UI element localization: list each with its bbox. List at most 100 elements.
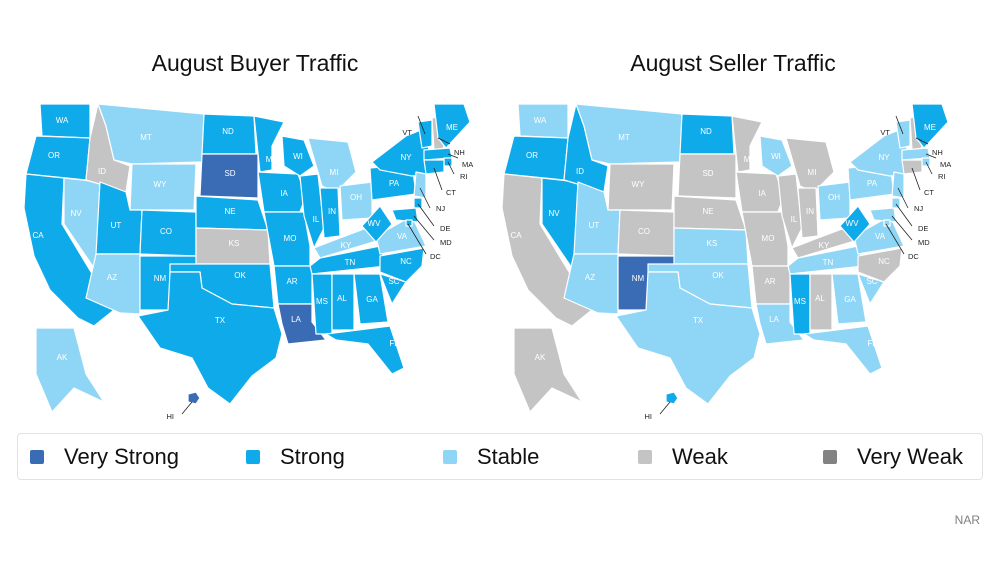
buyer-label-ne: NE [224,207,235,216]
seller-leader-hi [659,401,671,415]
buyer-state-la [277,303,327,345]
seller-state-dc [883,219,891,227]
seller-state-ga [831,273,867,325]
seller-label-ia: IA [758,189,766,198]
buyer-label-md: MD [440,238,452,247]
seller-label-nh: NH [932,148,943,157]
buyer-label-ak: AK [57,353,68,362]
buyer-state-hi [187,391,201,405]
buyer-state-in [319,187,341,239]
seller-label-id: ID [576,167,584,176]
seller-label-ky: KY [819,241,830,250]
seller-state-ct [901,159,923,175]
seller-state-sd [677,153,737,199]
seller-state-labels: WA OR CA NV ID MT WY UT AZ CO NM ND SD NE KS OK TX MN IA MO… [510,115,951,421]
seller-label-fl: FL [867,339,877,348]
buyer-leader-ma [447,153,459,159]
seller-label-ks: KS [707,239,718,248]
seller-state-mn [731,115,763,173]
seller-state-md [869,207,897,223]
source-credit: NAR [954,513,980,527]
buyer-label-wi: WI [293,152,303,161]
buyer-label-ut: UT [111,221,122,230]
seller-label-dc: DC [908,252,919,261]
seller-label-nm: NM [632,274,645,283]
seller-label-mo: MO [762,234,775,243]
buyer-state-fl [325,325,405,375]
buyer-label-vt: VT [402,128,412,137]
seller-label-ny: NY [878,153,890,162]
legend-label-weak: Weak [672,443,728,469]
buyer-leader-dc [407,223,427,255]
buyer-label-nh: NH [454,148,465,157]
seller-state-az [563,253,619,315]
buyer-label-ar: AR [286,277,297,286]
seller-label-wy: WY [632,180,646,189]
buyer-label-de: DE [440,224,450,233]
seller-state-me [911,103,949,149]
seller-label-ar: AR [764,277,775,286]
seller-leader-nj [897,187,909,209]
seller-label-md: MD [918,238,930,247]
buyer-label-ia: IA [280,189,288,198]
buyer-state-labels: WA OR CA NV ID MT WY UT AZ CO NM ND SD NE KS OK TX MN IA MO… [32,115,473,421]
buyer-state-nj [413,171,427,199]
buyer-state-tx [137,271,283,405]
buyer-label-ca: CA [32,231,44,240]
buyer-state-az [85,253,141,315]
seller-label-mn: MN [744,155,757,164]
buyer-label-al: AL [337,294,347,303]
seller-label-wi: WI [771,152,781,161]
seller-state-il [777,173,803,249]
seller-leader-ri [925,161,933,175]
buyer-leader-ri [447,161,455,175]
seller-label-ms: MS [794,297,806,306]
buyer-state-wi [281,135,315,177]
seller-label-la: LA [769,315,779,324]
buyer-leader-nj [419,187,431,209]
seller-state-tx [615,271,761,405]
buyer-label-wa: WA [56,116,69,125]
buyer-state-il [299,173,325,249]
seller-state-mo [741,211,789,267]
legend: Very Strong Strong Stable Weak Very Weak [17,433,983,480]
buyer-label-il: IL [313,215,320,224]
buyer-state-dc [405,219,413,227]
buyer-label-oh: OH [350,193,362,202]
seller-state-fl [803,325,883,375]
seller-label-ne: NE [702,207,713,216]
buyer-label-mo: MO [284,234,297,243]
seller-label-me: ME [924,123,936,132]
buyer-label-nv: NV [70,209,82,218]
buyer-map-title: August Buyer Traffic [151,50,359,76]
legend-label-very-strong: Very Strong [64,443,179,469]
buyer-label-nj: NJ [436,204,445,213]
seller-label-mt: MT [618,133,630,142]
buyer-label-dc: DC [430,252,441,261]
seller-leader-md [891,215,913,241]
buyer-label-ms: MS [316,297,328,306]
legend-label-stable: Stable [477,443,540,469]
buyer-label-wy: WY [154,180,168,189]
seller-label-co: CO [638,227,650,236]
seller-state-nj [891,171,905,199]
seller-leader-de [895,203,913,227]
seller-state-sc [857,273,885,305]
seller-leader-vt [895,115,904,135]
buyer-state-shapes [23,103,471,413]
buyer-label-ma: MA [462,160,473,169]
seller-leader-nh [915,137,929,145]
seller-label-nc: NC [878,257,890,266]
buyer-state-wy [129,163,197,211]
seller-label-wv: WV [846,219,860,228]
seller-label-or: OR [526,151,538,160]
legend-swatch-strong [246,449,260,464]
legend-item-very-weak: Very Weak [823,434,963,479]
seller-map-title: August Seller Traffic [630,50,836,76]
seller-label-ca: CA [510,231,522,240]
buyer-state-sc [379,273,407,305]
legend-item-weak: Weak [638,434,728,479]
seller-label-pa: PA [867,179,878,188]
seller-label-va: VA [875,232,886,241]
seller-leader-ma [925,153,937,159]
